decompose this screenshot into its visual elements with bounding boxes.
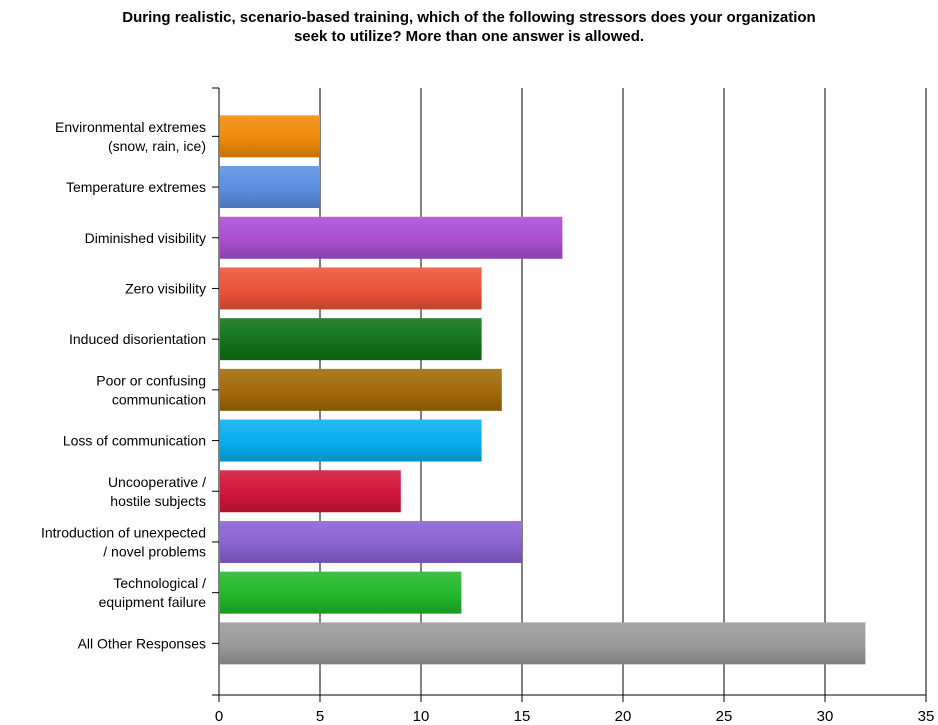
category-labels: Environmental extremes (snow, rain, ice) T… <box>41 119 207 651</box>
category-label-0-1: (snow, rain, ice) <box>108 138 206 154</box>
x-tick-label-10: 10 <box>413 708 430 725</box>
bar-6 <box>220 419 482 462</box>
category-label-7-0: Uncooperative / <box>108 474 206 490</box>
category-label-7-1: hostile subjects <box>110 493 206 509</box>
chart-title: During realistic, scenario-based trainin… <box>0 8 938 46</box>
x-tick-label-20: 20 <box>615 708 632 725</box>
x-tick-label-5: 5 <box>316 708 324 725</box>
bar-8 <box>220 520 522 563</box>
bar-7 <box>220 470 401 513</box>
x-tick-label-35: 35 <box>918 708 935 725</box>
x-tick-label-15: 15 <box>514 708 531 725</box>
category-label-8-1: / novel problems <box>103 543 206 559</box>
category-label-1-0: Temperature extremes <box>66 179 206 195</box>
bar-3 <box>220 267 482 310</box>
x-tick-label-0: 0 <box>215 708 223 725</box>
bars <box>220 115 866 665</box>
chart-title-line-2: seek to utilize? More than one answer is… <box>293 28 645 45</box>
category-label-2-0: Diminished visibility <box>85 230 206 246</box>
category-label-5-1: communication <box>112 391 206 407</box>
category-label-9-1: equipment failure <box>99 594 207 610</box>
category-label-3-0: Zero visibility <box>125 280 206 296</box>
bar-10 <box>220 622 866 665</box>
category-label-4-0: Induced disorientation <box>69 331 206 347</box>
axes <box>212 87 927 702</box>
category-label-9-0: Technological / <box>113 575 206 591</box>
bar-4 <box>220 318 482 361</box>
category-label-6-0: Loss of communication <box>63 433 206 449</box>
category-label-5-0: Poor or confusing <box>96 372 206 388</box>
x-tick-label-30: 30 <box>817 708 834 725</box>
tick-labels: 0 5 10 15 20 25 30 35 <box>215 708 935 725</box>
category-label-10-0: All Other Responses <box>78 635 206 651</box>
bar-5 <box>220 368 502 411</box>
bar-1 <box>220 166 320 209</box>
category-label-0-0: Environmental extremes <box>55 119 206 135</box>
bar-2 <box>220 216 563 259</box>
category-label-8-0: Introduction of unexpected <box>41 524 206 540</box>
bar-0 <box>220 115 320 158</box>
chart-title-line-1: During realistic, scenario-based trainin… <box>122 9 816 26</box>
bar-9 <box>220 571 462 614</box>
x-tick-label-25: 25 <box>716 708 733 725</box>
